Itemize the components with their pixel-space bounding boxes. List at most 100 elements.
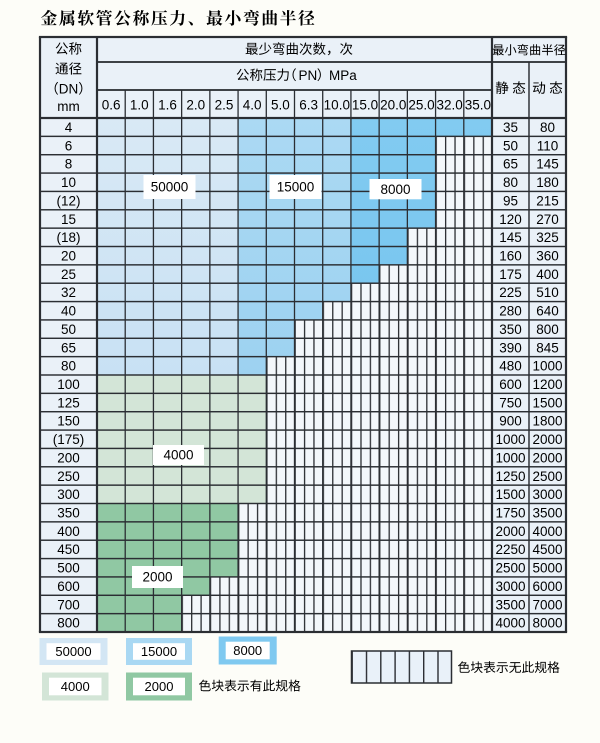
svg-text:15.0: 15.0: [352, 97, 378, 112]
svg-text:8000: 8000: [233, 643, 262, 658]
svg-text:50: 50: [61, 322, 76, 337]
svg-text:160: 160: [499, 248, 522, 263]
svg-text:0.6: 0.6: [102, 97, 121, 112]
svg-text:600: 600: [499, 377, 522, 392]
svg-text:7000: 7000: [532, 597, 562, 612]
svg-text:4.0: 4.0: [243, 97, 262, 112]
svg-text:15000: 15000: [141, 644, 177, 659]
svg-text:6.3: 6.3: [299, 97, 318, 112]
svg-text:125: 125: [57, 395, 80, 410]
svg-text:4000: 4000: [61, 679, 90, 694]
svg-text:100: 100: [57, 377, 80, 392]
svg-text:500: 500: [57, 561, 80, 576]
svg-text:8: 8: [65, 157, 73, 172]
svg-text:2000: 2000: [142, 570, 172, 585]
svg-text:1.0: 1.0: [130, 97, 149, 112]
svg-text:510: 510: [536, 285, 559, 300]
svg-text:4000: 4000: [163, 448, 193, 463]
svg-text:3500: 3500: [532, 505, 562, 520]
svg-text:4500: 4500: [532, 542, 562, 557]
svg-text:15: 15: [61, 212, 76, 227]
svg-text:35.0: 35.0: [465, 97, 491, 112]
svg-text:2250: 2250: [495, 542, 525, 557]
svg-text:400: 400: [57, 524, 80, 539]
svg-text:2000: 2000: [145, 679, 174, 694]
svg-text:4: 4: [65, 120, 73, 135]
svg-text:2.5: 2.5: [215, 97, 234, 112]
svg-text:1750: 1750: [495, 505, 525, 520]
svg-text:400: 400: [536, 267, 559, 282]
svg-text:750: 750: [499, 395, 522, 410]
svg-text:800: 800: [536, 322, 559, 337]
svg-text:845: 845: [536, 340, 559, 355]
svg-text:10.0: 10.0: [324, 97, 350, 112]
svg-text:3000: 3000: [495, 579, 525, 594]
svg-text:270: 270: [536, 212, 559, 227]
svg-text:900: 900: [499, 414, 522, 429]
svg-text:80: 80: [61, 359, 76, 374]
svg-text:4000: 4000: [532, 524, 562, 539]
svg-text:480: 480: [499, 359, 522, 374]
svg-text:2.0: 2.0: [186, 97, 205, 112]
svg-text:2000: 2000: [532, 432, 562, 447]
svg-text:110: 110: [537, 138, 559, 153]
svg-text:32.0: 32.0: [437, 97, 463, 112]
svg-text:20: 20: [61, 248, 76, 263]
svg-text:180: 180: [536, 175, 559, 190]
svg-text:25.0: 25.0: [408, 97, 434, 112]
svg-text:10: 10: [61, 175, 76, 190]
svg-text:65: 65: [61, 340, 76, 355]
svg-text:20.0: 20.0: [380, 97, 406, 112]
svg-text:215: 215: [536, 193, 559, 208]
svg-text:800: 800: [57, 616, 80, 631]
svg-text:6: 6: [65, 138, 73, 153]
svg-text:150: 150: [57, 414, 80, 429]
svg-text:1500: 1500: [495, 487, 525, 502]
svg-text:1200: 1200: [532, 377, 562, 392]
svg-text:1.6: 1.6: [158, 97, 177, 112]
svg-text:325: 325: [536, 230, 559, 245]
svg-text:1000: 1000: [532, 359, 562, 374]
svg-text:50000: 50000: [151, 180, 189, 195]
svg-text:360: 360: [536, 248, 559, 263]
svg-text:225: 225: [499, 285, 522, 300]
svg-text:(12): (12): [56, 193, 80, 208]
svg-text:1500: 1500: [532, 395, 562, 410]
svg-text:8000: 8000: [380, 182, 410, 197]
svg-text:32: 32: [61, 285, 76, 300]
svg-text:DN: DN: [59, 82, 79, 97]
svg-text:1000: 1000: [495, 450, 525, 465]
svg-text:95: 95: [503, 193, 518, 208]
svg-text:1800: 1800: [532, 414, 562, 429]
svg-text:175: 175: [499, 267, 522, 282]
svg-text:1250: 1250: [495, 469, 525, 484]
svg-text:280: 280: [499, 304, 522, 319]
svg-text:(18): (18): [56, 230, 80, 245]
svg-text:600: 600: [57, 579, 80, 594]
svg-text:PN: PN: [299, 68, 318, 83]
svg-text:25: 25: [61, 267, 76, 282]
svg-text:6000: 6000: [532, 579, 562, 594]
svg-text:2500: 2500: [495, 561, 525, 576]
svg-text:145: 145: [536, 157, 559, 172]
svg-text:145: 145: [499, 230, 522, 245]
svg-text:40: 40: [61, 304, 76, 319]
svg-text:50: 50: [503, 138, 518, 153]
svg-text:3500: 3500: [495, 597, 525, 612]
svg-text:200: 200: [57, 450, 80, 465]
svg-text:700: 700: [57, 597, 80, 612]
svg-text:(175): (175): [53, 432, 85, 447]
svg-text:35: 35: [503, 120, 518, 135]
svg-text:80: 80: [503, 175, 518, 190]
svg-text:350: 350: [499, 322, 522, 337]
svg-text:80: 80: [540, 120, 555, 135]
svg-text:390: 390: [499, 340, 522, 355]
svg-text:5000: 5000: [532, 561, 562, 576]
svg-text:250: 250: [57, 469, 80, 484]
svg-text:3000: 3000: [532, 487, 562, 502]
svg-text:MPa: MPa: [329, 68, 357, 83]
svg-text:120: 120: [499, 212, 522, 227]
svg-text:mm: mm: [57, 99, 80, 114]
svg-text:2000: 2000: [495, 524, 525, 539]
svg-text:640: 640: [536, 304, 559, 319]
